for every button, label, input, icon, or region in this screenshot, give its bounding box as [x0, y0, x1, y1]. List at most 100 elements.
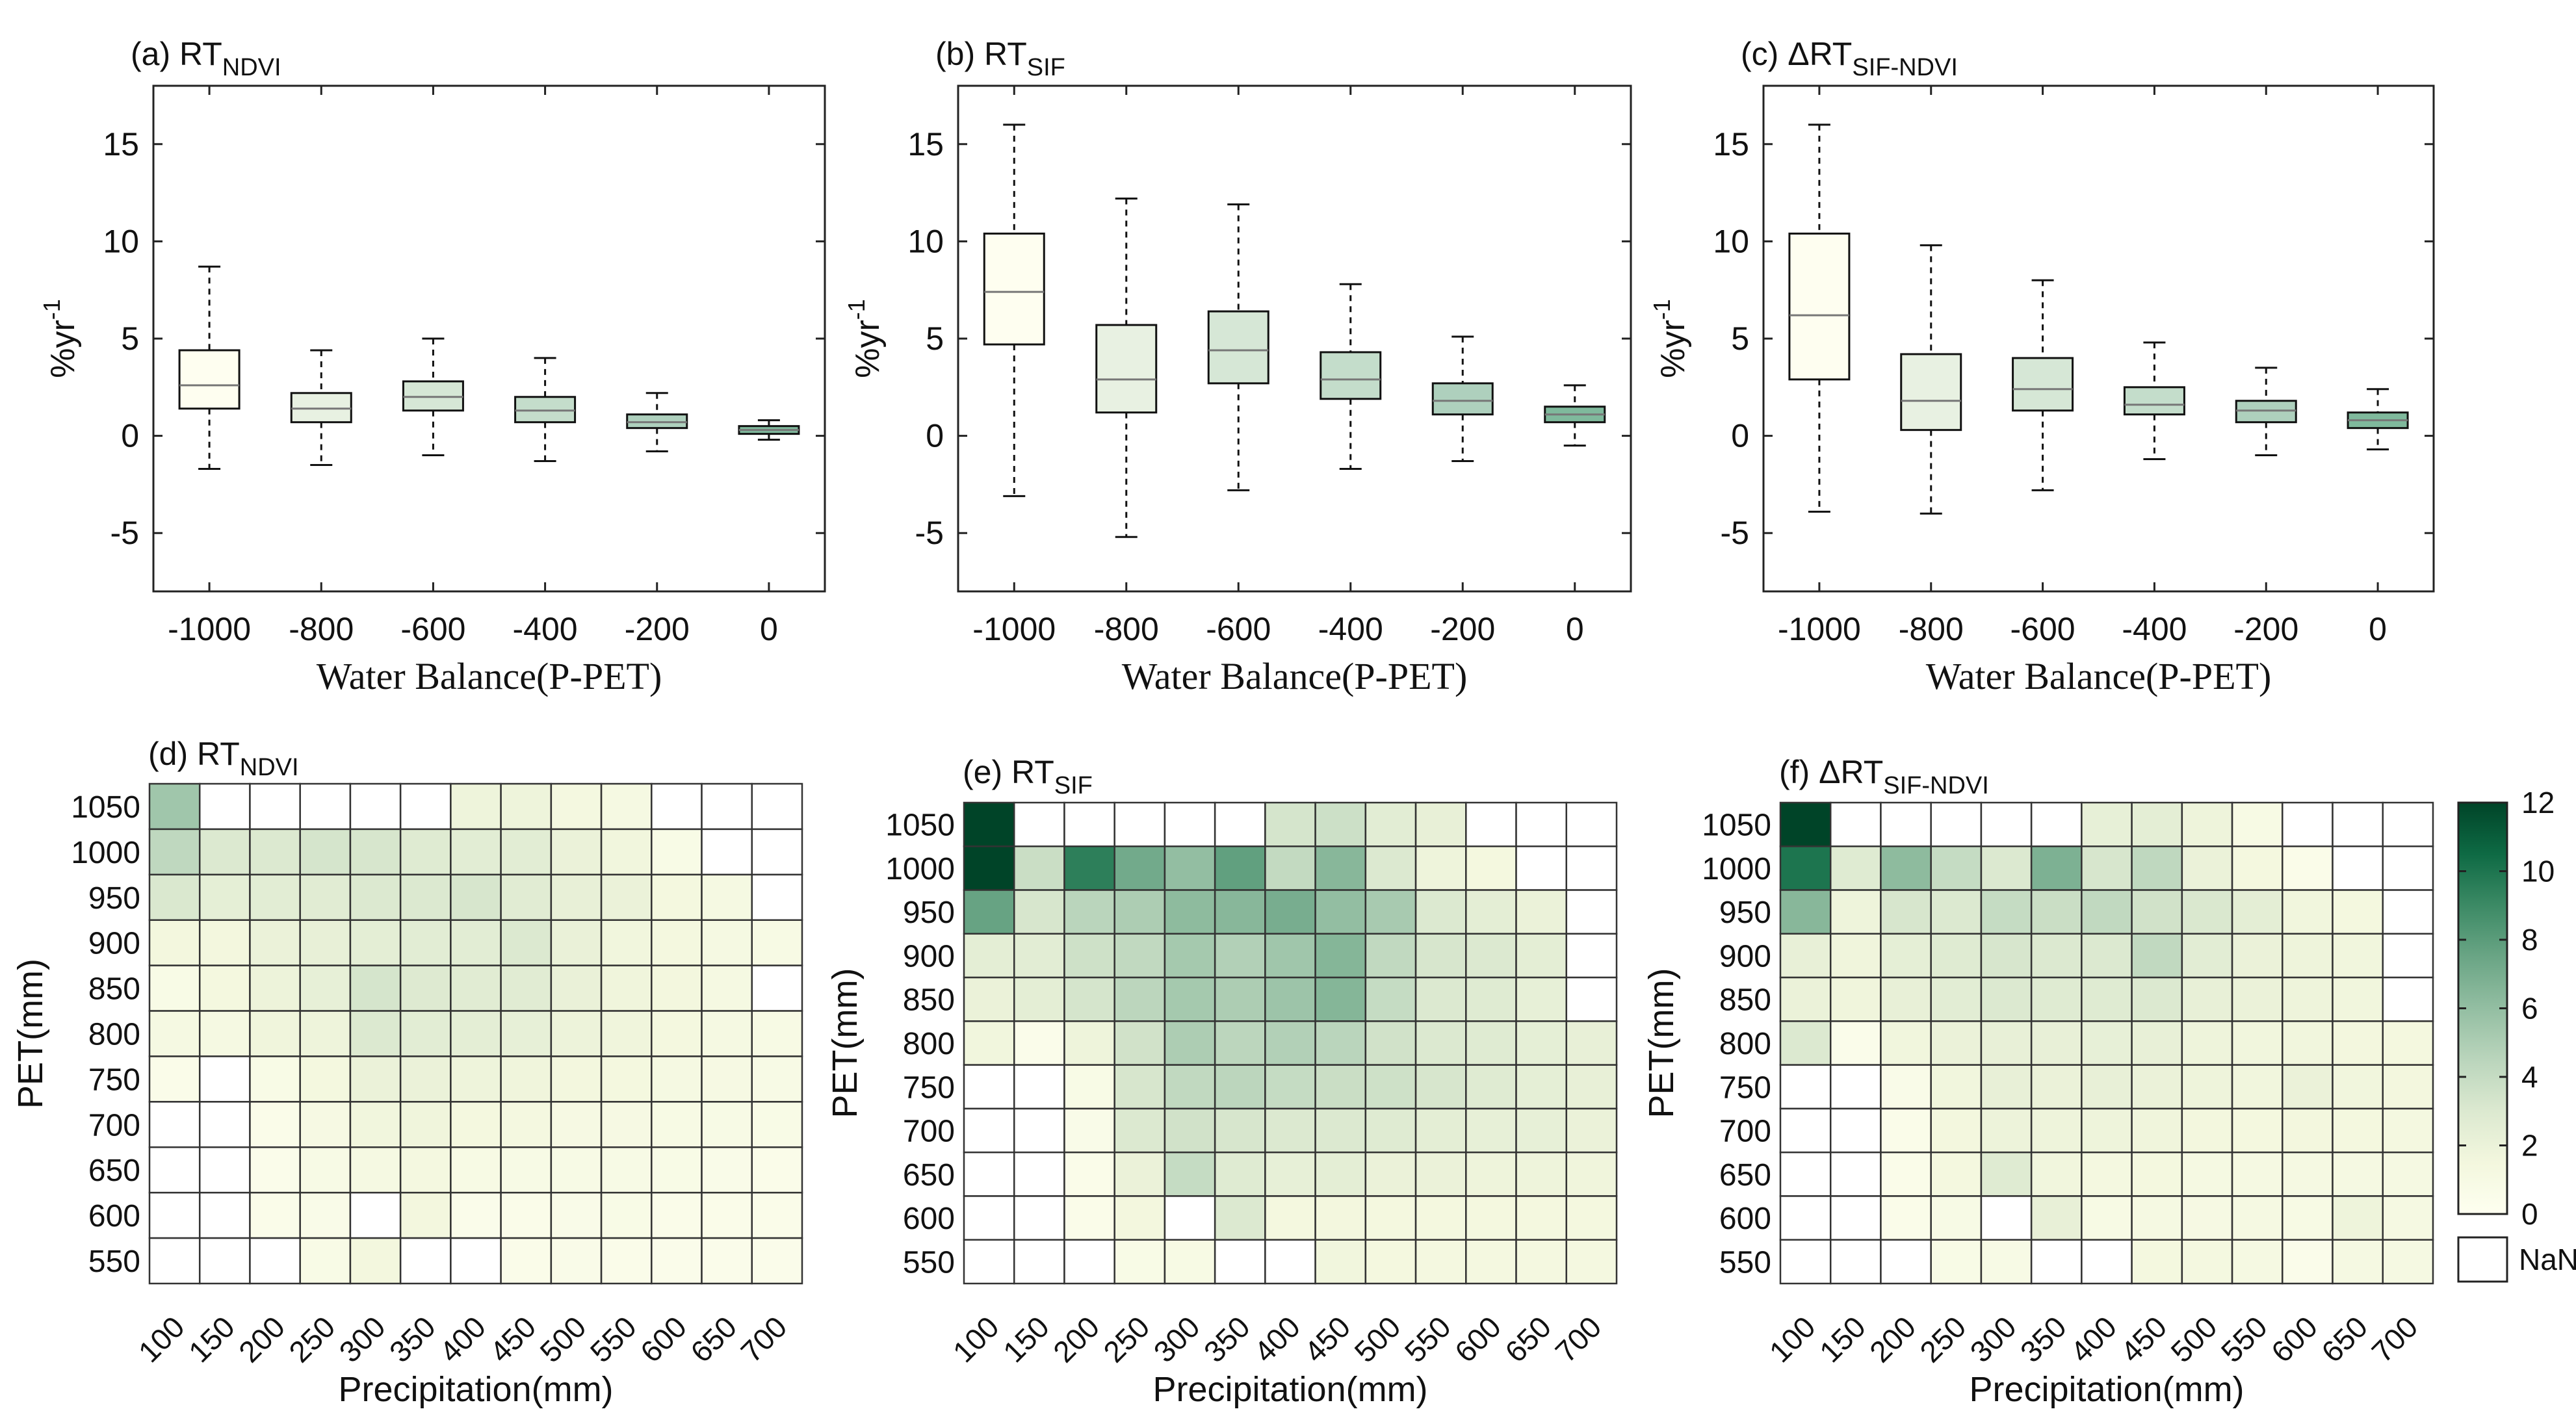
- heatmap-cell: [2382, 976, 2434, 1022]
- heatmap-cell: [399, 1146, 452, 1194]
- heatmap-cell: [1980, 1195, 2033, 1241]
- plot-frame: [957, 84, 1632, 593]
- x-tick-label: 350: [1197, 1310, 1256, 1369]
- box--200: [626, 392, 688, 453]
- heatmap-cell: [550, 1146, 603, 1194]
- heatmap-cell: [1930, 801, 1983, 847]
- y-axis-label: PET(mm): [11, 959, 50, 1109]
- heatmap-cell: [2030, 1064, 2083, 1110]
- heatmap-cell: [651, 964, 703, 1012]
- iqr-box: [983, 232, 1045, 346]
- heatmap-cell: [1414, 846, 1467, 891]
- iqr-box: [1431, 382, 1494, 416]
- heatmap-cell: [500, 1055, 553, 1103]
- x-tick-label: 500: [2164, 1310, 2223, 1369]
- box--1000: [1788, 123, 1851, 513]
- y-tick-label: 550: [1719, 1245, 1771, 1280]
- x-tick-label: 600: [1448, 1310, 1507, 1369]
- y-tick-label: 650: [903, 1158, 955, 1193]
- heatmap-cell: [1314, 976, 1367, 1022]
- heatmap-cell: [1930, 1195, 1983, 1241]
- heatmap-cell: [1164, 1107, 1216, 1154]
- heatmap-cell: [399, 1010, 452, 1057]
- heatmap-cell: [2231, 1195, 2283, 1241]
- heatmap-cell: [1214, 1020, 1266, 1066]
- heatmap-cell: [2131, 1195, 2183, 1241]
- box--600: [402, 337, 464, 457]
- heatmap-cell: [2081, 1064, 2133, 1110]
- y-tick-label: 600: [903, 1202, 955, 1236]
- heatmap-cell: [2231, 976, 2283, 1022]
- heatmap-cell: [399, 1191, 452, 1239]
- heatmap-cell: [1113, 1107, 1166, 1154]
- heatmap-cell: [1980, 846, 2033, 891]
- x-tick-label: 250: [282, 1310, 341, 1369]
- x-tick-label: 300: [333, 1310, 392, 1369]
- heatmap-cell: [701, 1101, 753, 1148]
- heatmap-cell: [2030, 889, 2083, 935]
- heatmap-cell: [651, 782, 703, 831]
- heatmap-cell: [2382, 889, 2434, 935]
- x-tick-label: 650: [1498, 1310, 1557, 1369]
- heatmap-cell: [550, 1191, 603, 1239]
- y-tick-label: 1000: [885, 852, 955, 886]
- heatmap-cell: [600, 828, 653, 876]
- heatmap-cell: [1264, 1195, 1316, 1241]
- heatmap-cell: [1880, 1195, 1932, 1241]
- x-tick-label: 0: [1566, 611, 1584, 647]
- y-axis-label: PET(mm): [1642, 968, 1681, 1118]
- heatmap-cell: [963, 933, 1015, 979]
- heatmap-cell: [1930, 889, 1983, 935]
- heatmap-cell: [751, 1010, 803, 1057]
- heatmap-cell: [2131, 976, 2183, 1022]
- heatmap-cell: [751, 964, 803, 1012]
- y-tick-label: 800: [88, 1018, 140, 1052]
- heatmap-cell: [651, 1191, 703, 1239]
- y-tick-label: 15: [1713, 126, 1749, 162]
- heatmap-cell: [2081, 1020, 2133, 1066]
- heatmap-cell: [2382, 933, 2434, 979]
- x-tick-label: 650: [684, 1310, 743, 1369]
- heatmap-cell: [500, 964, 553, 1012]
- heatmap-cell: [249, 828, 301, 876]
- heatmap-cell: [198, 1237, 251, 1285]
- heatmap-cell: [1980, 1239, 2033, 1285]
- heatmap-cell: [1264, 1020, 1316, 1066]
- x-axis-label: Precipitation(mm): [338, 1370, 613, 1409]
- heatmap-cell: [1465, 1151, 1517, 1197]
- heatmap-cell: [148, 1237, 201, 1285]
- colorbar-tick-label: 2: [2521, 1129, 2538, 1163]
- box--800: [290, 349, 352, 466]
- heatmap-cell: [1829, 1239, 1882, 1285]
- heatmap-cell: [1264, 933, 1316, 979]
- heatmap-cell: [600, 782, 653, 831]
- heatmap-cell: [2231, 1064, 2283, 1110]
- plot-frame: [152, 84, 826, 593]
- heatmap-cell: [2030, 1195, 2083, 1241]
- heatmap-cell: [1880, 1239, 1932, 1285]
- heatmap-cell: [1013, 1107, 1065, 1154]
- colorbar-tick-label: 8: [2521, 923, 2538, 957]
- box--600: [2012, 279, 2074, 491]
- x-tick-label: 300: [1147, 1310, 1206, 1369]
- heatmap-cell: [600, 873, 653, 921]
- x-tick-label: 0: [2369, 611, 2387, 647]
- heatmap-cell: [1829, 1151, 1882, 1197]
- heatmap-cell: [1465, 846, 1517, 891]
- iqr-box: [178, 349, 241, 410]
- heatmap-cell: [2282, 846, 2334, 891]
- heatmap-cell: [1013, 1195, 1065, 1241]
- heatmap-cell: [1364, 1195, 1417, 1241]
- box--400: [514, 357, 577, 463]
- heatmap-cell: [349, 782, 402, 831]
- x-tick-label: 450: [2114, 1310, 2173, 1369]
- heatmap-cell: [1880, 933, 1932, 979]
- heatmap-cell: [399, 964, 452, 1012]
- heatmap-cell: [1465, 1020, 1517, 1066]
- heatmap-cell: [963, 889, 1015, 935]
- heatmap-cell: [600, 1010, 653, 1057]
- heatmap-cell: [349, 828, 402, 876]
- x-tick-label: 100: [132, 1310, 191, 1369]
- heatmap-cell: [500, 782, 553, 831]
